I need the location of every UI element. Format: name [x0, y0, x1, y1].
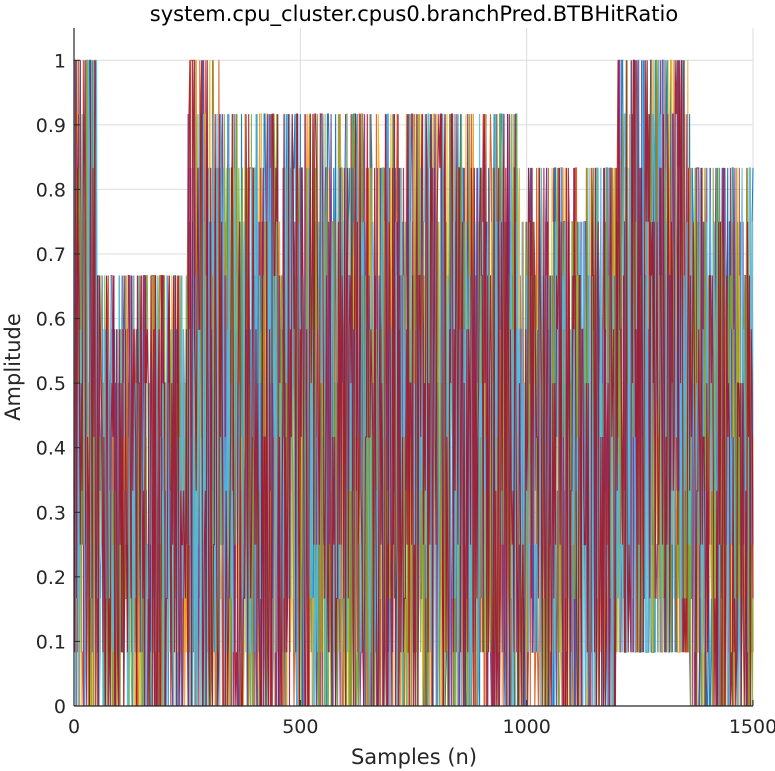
y-tick-label: 0.5 — [36, 373, 66, 395]
axes — [73, 28, 754, 707]
y-tick-label: 0.9 — [36, 115, 66, 137]
y-tick-label: 0.1 — [36, 631, 66, 653]
y-tick-label: 0.2 — [36, 567, 66, 589]
x-tick-label: 1500 — [729, 716, 775, 738]
y-axis-label: Amplitude — [1, 313, 25, 421]
y-tick-label: 0 — [54, 696, 66, 718]
y-tick-label: 1 — [54, 50, 66, 72]
y-tick-label: 0.6 — [36, 309, 66, 331]
y-tick-label: 0.3 — [36, 502, 66, 524]
x-tick-label: 500 — [282, 716, 318, 738]
x-axis-label: Samples (n) — [351, 745, 477, 769]
y-tick-label: 0.4 — [36, 438, 66, 460]
x-tick-label: 0 — [68, 716, 80, 738]
y-tick-label: 0.8 — [36, 179, 66, 201]
y-tick-label: 0.7 — [36, 244, 66, 266]
x-tick-label: 1000 — [502, 716, 550, 738]
chart-title: system.cpu_cluster.cpus0.branchPred.BTBH… — [150, 2, 678, 27]
series-lines — [73, 59, 754, 707]
tick-labels: 0 500 1000 1500 0 0.1 0.2 0.3 0.4 0.5 0.6 0.7 0.8 0.9… — [36, 50, 775, 738]
